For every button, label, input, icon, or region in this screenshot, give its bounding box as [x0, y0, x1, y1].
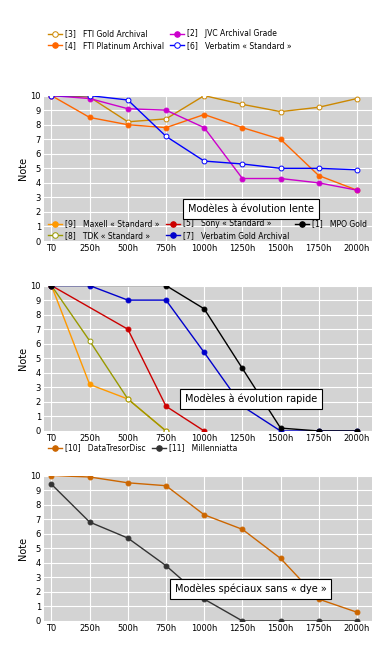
- Y-axis label: Note: Note: [18, 157, 28, 180]
- Text: Modèles à évolution lente: Modèles à évolution lente: [188, 204, 314, 214]
- Text: Modèles à évolution rapide: Modèles à évolution rapide: [185, 394, 317, 404]
- Text: Modèles spéciaux sans « dye »: Modèles spéciaux sans « dye »: [175, 584, 327, 594]
- Legend: [9]   Maxell « Standard », [8]   TDK « Standard », [5]   Sony « Standard », [7] : [9] Maxell « Standard », [8] TDK « Stand…: [48, 219, 368, 240]
- Y-axis label: Note: Note: [18, 346, 28, 370]
- Y-axis label: Note: Note: [18, 536, 28, 560]
- Legend: [10]   DataTresorDisc, [11]   Millenniatta: [10] DataTresorDisc, [11] Millenniatta: [48, 443, 238, 453]
- Legend: [3]   FTI Gold Archival, [4]   FTI Platinum Archival, [2]   JVC Archival Grade, : [3] FTI Gold Archival, [4] FTI Platinum …: [48, 29, 293, 50]
